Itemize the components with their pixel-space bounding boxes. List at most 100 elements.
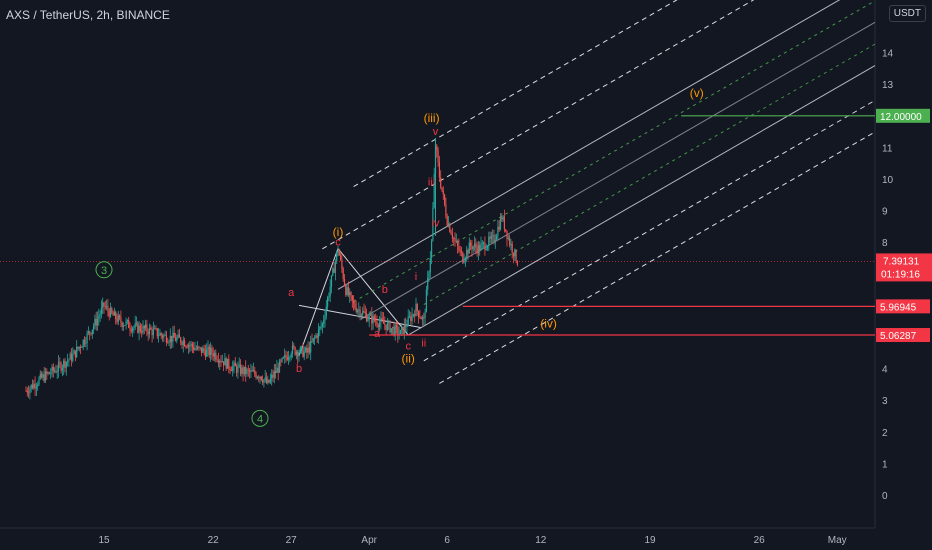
candle-body [73,350,75,355]
candle-body [496,235,498,240]
candle-body [108,310,110,317]
candle-body [63,360,65,368]
candle-body [177,334,179,338]
candle-body [31,384,34,389]
candle-body [225,358,227,369]
candle-body [371,314,373,324]
candle-body [358,309,360,311]
candle-body [373,316,375,321]
candle-body [258,377,260,379]
candle-body [239,364,242,374]
candle-body [204,350,206,357]
candle-body [369,314,372,316]
candle-body [119,315,121,318]
chart-symbol-title[interactable]: AXS / TetherUS, 2h, BINANCE [6,8,170,22]
candle-body [299,347,301,353]
candle-body [416,304,418,312]
candle-body [194,348,196,350]
candle-body [174,337,177,341]
candle-body [238,364,240,367]
candle-body [228,358,230,369]
candle-body [262,380,264,383]
candle-body [277,367,279,373]
candle-body [419,317,421,318]
price-axis-level-badge [876,299,930,314]
candle-body [515,249,517,262]
candle-body [220,360,222,362]
candle-body [412,314,414,316]
candle-body [337,250,339,253]
candle-body [437,150,439,163]
candle-body [35,386,37,389]
candle-body [425,289,427,313]
candle-body [98,316,100,319]
wave-label-red: i [415,271,417,283]
candle-body [488,236,490,247]
y-tick-label: 9 [882,207,888,218]
candle-body [281,357,283,362]
candle-body [217,360,219,363]
candle-body [441,187,443,191]
candle-body [172,332,174,342]
candle-body [486,246,489,249]
candle-body [285,355,287,358]
candle-body [302,346,304,357]
candle-body [120,317,122,323]
candle-body [388,321,390,323]
candle-body [241,367,243,374]
candle-body [67,360,69,362]
candle-body [186,346,188,348]
candle-body [327,297,329,307]
candle-body [103,302,105,307]
candle-body [282,357,284,359]
candle-body [315,335,317,338]
candle-body [147,331,149,335]
candle-body [444,194,446,205]
candle-body [310,340,312,353]
candle-body [343,278,346,286]
candle-body [160,333,162,336]
candle-body [41,373,43,378]
candle-body [338,250,340,256]
candle-body [446,216,448,226]
candle-body [109,307,112,317]
candle-body [187,345,190,348]
candle-body [122,325,125,327]
candle-body [125,321,127,326]
candle-body [436,145,438,151]
candle-body [87,331,89,334]
candle-body [56,371,58,373]
candle-body [148,327,151,335]
candle-body [83,339,86,344]
candle-body [89,331,91,334]
candle-body [107,305,109,311]
candle-body [93,326,95,330]
candle-body [303,351,305,357]
candle-body [151,329,153,336]
candle-body [405,324,407,328]
currency-unit-button[interactable]: USDT [888,5,926,22]
candle-body [399,329,401,334]
wave-label-orange: (ii) [402,351,415,365]
candle-body [106,305,108,307]
candle-body [29,388,31,394]
candle-body [347,287,349,296]
candle-body [319,326,321,330]
candle-body [455,241,457,242]
candle-body [454,238,456,242]
candle-body [137,322,139,333]
candle-body [307,347,309,353]
candle-body [415,304,417,317]
candle-body [132,328,134,332]
candle-body [155,328,157,330]
candle-body [484,242,486,250]
countdown-label: 01:19:16 [881,269,920,280]
candle-body [96,318,99,326]
candle-body [312,338,314,342]
candle-body [408,316,411,318]
y-tick-label: 3 [882,396,888,407]
channel-lower-solid-line [407,65,876,336]
candle-body [30,384,32,389]
candle-body [265,377,268,383]
